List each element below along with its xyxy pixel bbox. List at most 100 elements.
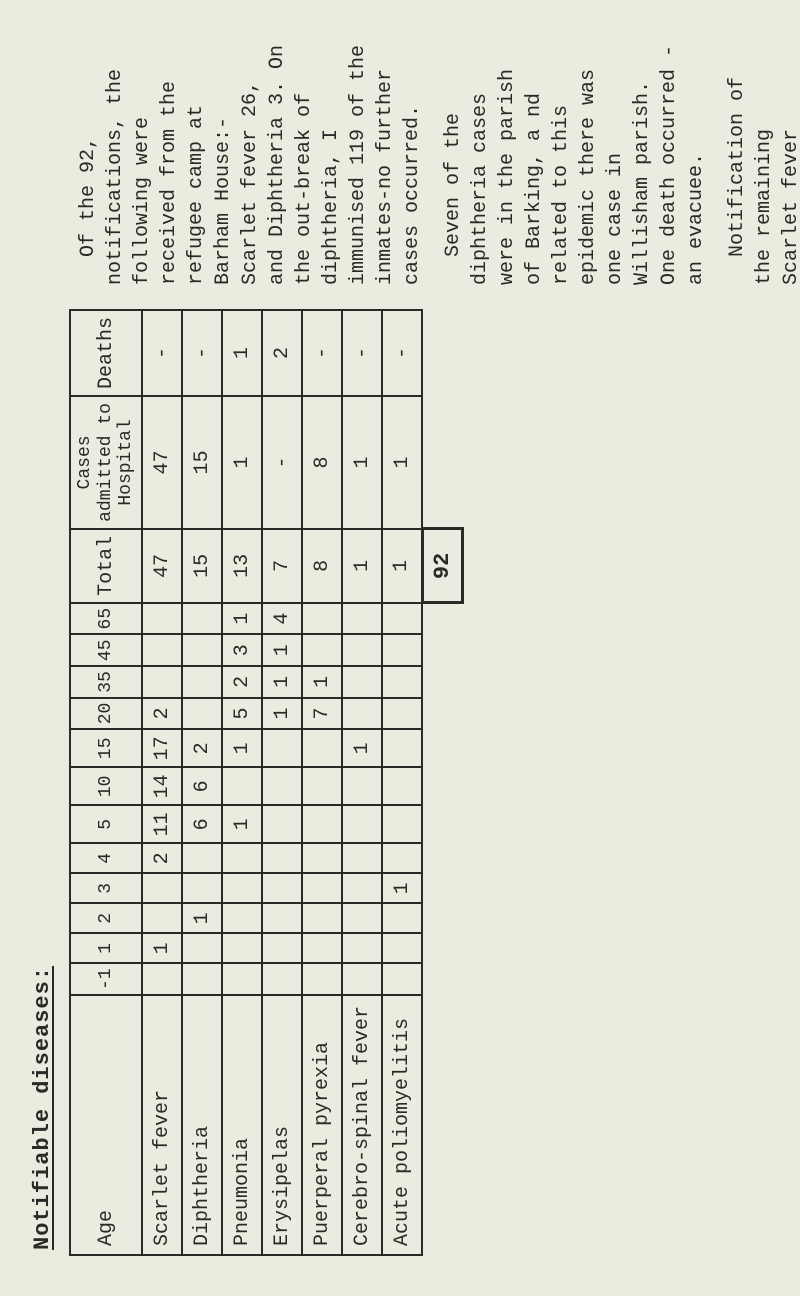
age-cell bbox=[142, 963, 182, 995]
age-cell: 1 bbox=[222, 805, 262, 843]
age-cell: 5 bbox=[222, 698, 262, 730]
age-cell bbox=[222, 873, 262, 903]
page: Notifiable diseases: Age -1 1 2 3 4 5 10… bbox=[0, 0, 800, 1296]
age-cell bbox=[182, 634, 222, 666]
total-cell: 15 bbox=[182, 529, 222, 603]
col-total: Total bbox=[70, 529, 142, 603]
age-cell: 2 bbox=[222, 666, 262, 698]
age-cell bbox=[382, 666, 422, 698]
age-cell bbox=[222, 843, 262, 873]
age-cell bbox=[262, 767, 302, 805]
age-cell bbox=[182, 843, 222, 873]
disease-label: Cerebro-spinal fever bbox=[342, 995, 382, 1255]
note-paragraph: Seven of the diphtheria cases were in th… bbox=[440, 40, 710, 285]
hospital-cell: - bbox=[262, 396, 302, 529]
age-cell bbox=[182, 933, 222, 963]
age-cell bbox=[382, 963, 422, 995]
age-cell: 2 bbox=[142, 698, 182, 730]
age-cell bbox=[382, 698, 422, 730]
age-cell bbox=[262, 843, 302, 873]
age-cell bbox=[382, 843, 422, 873]
age-cell bbox=[262, 805, 302, 843]
age-cell bbox=[302, 729, 342, 767]
age-cell bbox=[382, 767, 422, 805]
age-cell bbox=[142, 903, 182, 933]
age-cell: 1 bbox=[262, 634, 302, 666]
spacer-cell bbox=[422, 310, 462, 529]
table-row: Acute poliomyelitis111- bbox=[382, 310, 422, 1255]
col-age-band: 5 bbox=[70, 805, 142, 843]
age-cell: 1 bbox=[262, 666, 302, 698]
table-head: Age -1 1 2 3 4 5 10 15 20 35 45 65 Total bbox=[70, 310, 142, 1255]
content: Age -1 1 2 3 4 5 10 15 20 35 45 65 Total bbox=[69, 40, 800, 1256]
notes: Of the 92, notifications, the following … bbox=[69, 40, 800, 285]
table-body: Scarlet fever1211141724747-Diphtheria166… bbox=[142, 310, 462, 1255]
age-cell bbox=[222, 963, 262, 995]
table-row: Erysipelas11147-2 bbox=[262, 310, 302, 1255]
disease-label: Erysipelas bbox=[262, 995, 302, 1255]
age-cell bbox=[342, 903, 382, 933]
age-cell bbox=[342, 698, 382, 730]
hospital-cell: 1 bbox=[382, 396, 422, 529]
age-cell: 1 bbox=[142, 933, 182, 963]
age-cell: 1 bbox=[222, 729, 262, 767]
table-row: Puerperal pyrexia7188- bbox=[302, 310, 342, 1255]
age-cell bbox=[182, 963, 222, 995]
age-cell bbox=[382, 729, 422, 767]
age-cell bbox=[302, 933, 342, 963]
age-cell bbox=[342, 805, 382, 843]
age-cell bbox=[382, 805, 422, 843]
age-cell bbox=[382, 603, 422, 635]
age-cell bbox=[302, 843, 342, 873]
col-age-band: 35 bbox=[70, 666, 142, 698]
age-cell: 11 bbox=[142, 805, 182, 843]
age-cell bbox=[302, 805, 342, 843]
hospital-cell: 47 bbox=[142, 396, 182, 529]
hosp-line: admitted to bbox=[96, 403, 116, 522]
col-age-band: -1 bbox=[70, 963, 142, 995]
total-cell: 7 bbox=[262, 529, 302, 603]
age-cell: 1 bbox=[342, 729, 382, 767]
age-cell: 1 bbox=[182, 903, 222, 933]
page-title: Notifiable diseases: bbox=[30, 40, 55, 1250]
age-cell bbox=[382, 903, 422, 933]
age-cell bbox=[302, 603, 342, 635]
table-row: Scarlet fever1211141724747- bbox=[142, 310, 182, 1255]
age-cell: 2 bbox=[182, 729, 222, 767]
age-cell: 6 bbox=[182, 767, 222, 805]
hosp-line: Hospital bbox=[116, 419, 136, 505]
age-cell bbox=[262, 963, 302, 995]
age-cell bbox=[342, 933, 382, 963]
deaths-cell: - bbox=[302, 310, 342, 396]
total-cell: 8 bbox=[302, 529, 342, 603]
age-cell bbox=[302, 634, 342, 666]
table-row: Diphtheria16621515- bbox=[182, 310, 222, 1255]
total-cell: 13 bbox=[222, 529, 262, 603]
disease-label: Puerperal pyrexia bbox=[302, 995, 342, 1255]
age-cell bbox=[302, 903, 342, 933]
age-cell bbox=[142, 666, 182, 698]
age-cell bbox=[262, 729, 302, 767]
age-cell bbox=[182, 873, 222, 903]
col-age-band: 20 bbox=[70, 698, 142, 730]
deaths-cell: - bbox=[382, 310, 422, 396]
grand-total-cell: 92 bbox=[422, 529, 462, 603]
table-row: Pneumonia1152311311 bbox=[222, 310, 262, 1255]
age-cell: 1 bbox=[302, 666, 342, 698]
age-cell bbox=[342, 767, 382, 805]
total-cell: 1 bbox=[342, 529, 382, 603]
age-cell: 1 bbox=[262, 698, 302, 730]
age-cell bbox=[222, 903, 262, 933]
note-paragraph: Of the 92, notifications, the following … bbox=[75, 40, 426, 285]
disease-label: Diphtheria bbox=[182, 995, 222, 1255]
age-cell bbox=[222, 933, 262, 963]
col-deaths: Deaths bbox=[70, 310, 142, 396]
age-cell bbox=[142, 634, 182, 666]
age-cell bbox=[342, 963, 382, 995]
age-cell bbox=[222, 767, 262, 805]
age-cell: 14 bbox=[142, 767, 182, 805]
disease-table-wrap: Age -1 1 2 3 4 5 10 15 20 35 45 65 Total bbox=[69, 309, 464, 1256]
age-cell: 3 bbox=[222, 634, 262, 666]
age-cell bbox=[262, 933, 302, 963]
hospital-cell: 1 bbox=[222, 396, 262, 529]
